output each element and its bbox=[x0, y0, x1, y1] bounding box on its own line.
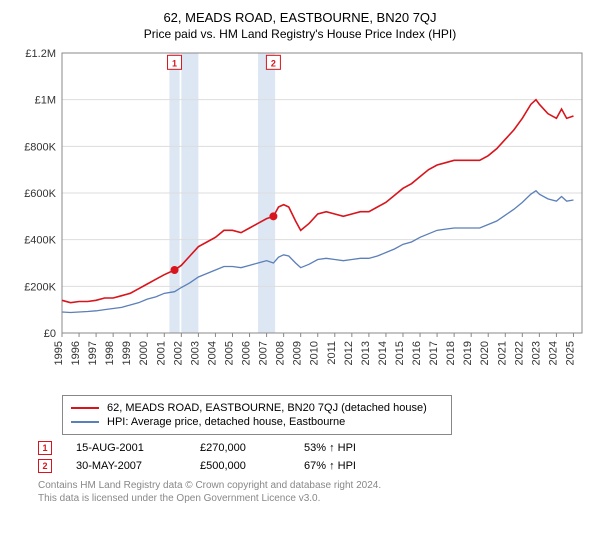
svg-text:2010: 2010 bbox=[309, 341, 321, 365]
svg-text:£1.2M: £1.2M bbox=[25, 48, 56, 60]
svg-text:1996: 1996 bbox=[70, 341, 82, 365]
svg-text:2007: 2007 bbox=[258, 341, 270, 365]
footer-line: This data is licensed under the Open Gov… bbox=[38, 492, 592, 505]
svg-text:£600K: £600K bbox=[24, 188, 56, 200]
legend-row: HPI: Average price, detached house, East… bbox=[71, 416, 443, 428]
svg-text:2001: 2001 bbox=[155, 341, 167, 365]
svg-text:1995: 1995 bbox=[53, 341, 65, 365]
svg-text:1: 1 bbox=[172, 58, 177, 68]
svg-text:2015: 2015 bbox=[394, 341, 406, 365]
svg-text:2023: 2023 bbox=[530, 341, 542, 365]
sale-row: 1 15-AUG-2001 £270,000 53% ↑ HPI bbox=[38, 441, 592, 455]
sale-price: £500,000 bbox=[200, 460, 280, 472]
svg-text:2018: 2018 bbox=[445, 341, 457, 365]
svg-text:2022: 2022 bbox=[513, 341, 525, 365]
svg-text:2019: 2019 bbox=[462, 341, 474, 365]
sale-date: 30-MAY-2007 bbox=[76, 460, 176, 472]
svg-text:£1M: £1M bbox=[35, 95, 56, 107]
svg-text:1999: 1999 bbox=[121, 341, 133, 365]
sale-marker-badge: 2 bbox=[38, 459, 52, 473]
svg-text:2014: 2014 bbox=[377, 341, 389, 365]
svg-text:2: 2 bbox=[271, 58, 276, 68]
svg-text:2006: 2006 bbox=[241, 341, 253, 365]
svg-text:2002: 2002 bbox=[172, 341, 184, 365]
footer-line: Contains HM Land Registry data © Crown c… bbox=[38, 479, 592, 492]
svg-text:1997: 1997 bbox=[87, 341, 99, 365]
svg-text:2005: 2005 bbox=[223, 341, 235, 365]
legend-label: 62, MEADS ROAD, EASTBOURNE, BN20 7QJ (de… bbox=[107, 402, 427, 414]
svg-text:2013: 2013 bbox=[360, 341, 372, 365]
svg-text:£200K: £200K bbox=[24, 281, 56, 293]
price-chart: £0 £200K £400K £600K £800K £1M £1.2M 1995 1996 19… bbox=[8, 47, 592, 387]
svg-text:£0: £0 bbox=[44, 328, 56, 340]
sale-price: £270,000 bbox=[200, 442, 280, 454]
sale-vs-hpi: 67% ↑ HPI bbox=[304, 460, 356, 472]
sales-table: 1 15-AUG-2001 £270,000 53% ↑ HPI 2 30-MAY-200… bbox=[38, 441, 592, 473]
svg-text:2025: 2025 bbox=[564, 341, 576, 365]
svg-text:2020: 2020 bbox=[479, 341, 491, 365]
svg-text:2021: 2021 bbox=[496, 341, 508, 365]
sale-vs-hpi: 53% ↑ HPI bbox=[304, 442, 356, 454]
svg-text:2003: 2003 bbox=[189, 341, 201, 365]
svg-text:£400K: £400K bbox=[24, 235, 56, 247]
chart-title: 62, MEADS ROAD, EASTBOURNE, BN20 7QJ bbox=[8, 10, 592, 25]
sale-marker-badge: 1 bbox=[38, 441, 52, 455]
footer-attribution: Contains HM Land Registry data © Crown c… bbox=[38, 479, 592, 505]
legend-label: HPI: Average price, detached house, East… bbox=[107, 416, 345, 428]
svg-text:2012: 2012 bbox=[343, 341, 355, 365]
legend: 62, MEADS ROAD, EASTBOURNE, BN20 7QJ (de… bbox=[62, 395, 452, 435]
svg-text:1998: 1998 bbox=[104, 341, 116, 365]
svg-text:2017: 2017 bbox=[428, 341, 440, 365]
svg-text:2024: 2024 bbox=[547, 341, 559, 365]
svg-text:2008: 2008 bbox=[275, 341, 287, 365]
svg-text:2009: 2009 bbox=[292, 341, 304, 365]
svg-text:2000: 2000 bbox=[138, 341, 150, 365]
sale-date: 15-AUG-2001 bbox=[76, 442, 176, 454]
legend-swatch bbox=[71, 421, 99, 423]
legend-row: 62, MEADS ROAD, EASTBOURNE, BN20 7QJ (de… bbox=[71, 402, 443, 414]
chart-container: £0 £200K £400K £600K £800K £1M £1.2M 1995 1996 19… bbox=[8, 47, 592, 387]
chart-subtitle: Price paid vs. HM Land Registry's House … bbox=[8, 27, 592, 41]
svg-text:2004: 2004 bbox=[206, 341, 218, 365]
svg-text:£800K: £800K bbox=[24, 141, 56, 153]
sale-row: 2 30-MAY-2007 £500,000 67% ↑ HPI bbox=[38, 459, 592, 473]
svg-text:2011: 2011 bbox=[326, 341, 338, 365]
svg-text:2016: 2016 bbox=[411, 341, 423, 365]
legend-swatch bbox=[71, 407, 99, 409]
